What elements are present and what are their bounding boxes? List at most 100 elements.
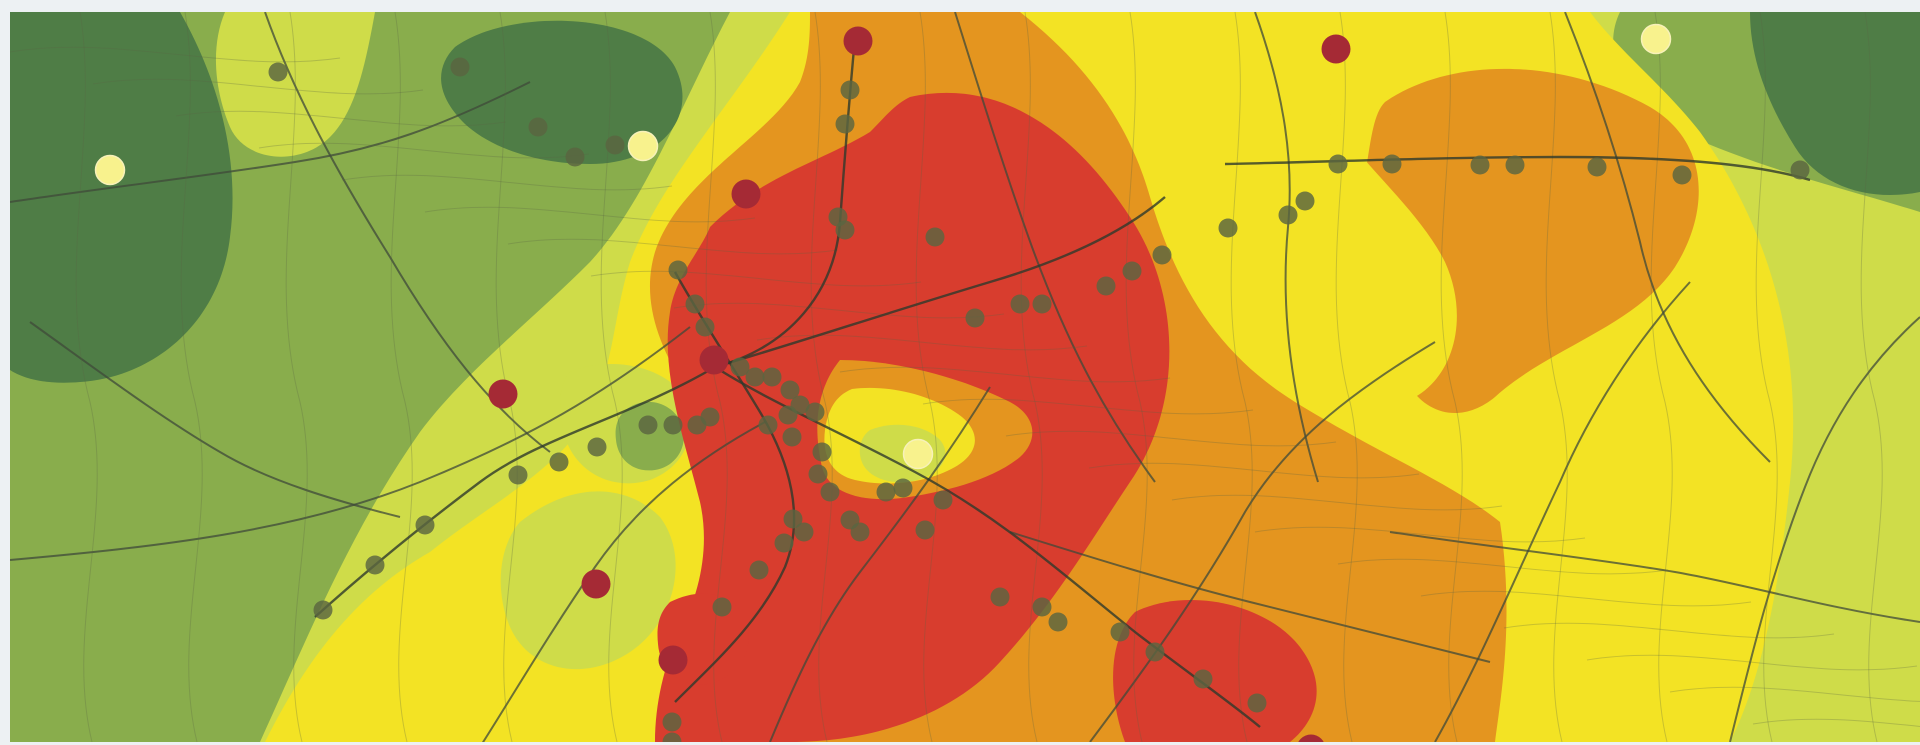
major-road: [1089, 341, 1436, 742]
station-dot[interactable]: [700, 407, 720, 427]
station-dot[interactable]: [1032, 294, 1052, 314]
major-station-dot[interactable]: [1321, 34, 1351, 64]
station-dot[interactable]: [730, 357, 750, 377]
station-dot[interactable]: [1470, 155, 1490, 175]
station-dot[interactable]: [758, 415, 778, 435]
density-map[interactable]: [10, 12, 1920, 742]
station-dot[interactable]: [1382, 154, 1402, 174]
station-dot[interactable]: [1096, 276, 1116, 296]
station-dot[interactable]: [1790, 160, 1810, 180]
station-dot[interactable]: [850, 522, 870, 542]
station-dot[interactable]: [587, 437, 607, 457]
minor-road: [915, 12, 938, 742]
station-dot[interactable]: [638, 415, 658, 435]
minor-road: [810, 12, 833, 742]
station-dot[interactable]: [605, 135, 625, 155]
major-road: [1564, 12, 1771, 463]
minor-road: [180, 12, 203, 742]
station-dot[interactable]: [685, 294, 705, 314]
major-station-dot[interactable]: [488, 379, 518, 409]
major-road: [1389, 531, 1920, 623]
station-dot[interactable]: [662, 712, 682, 732]
light-station-dot[interactable]: [627, 130, 659, 162]
minor-road: [1020, 12, 1043, 742]
station-dot[interactable]: [268, 62, 288, 82]
major-station-dot[interactable]: [658, 645, 688, 675]
station-dot[interactable]: [990, 587, 1010, 607]
station-dot[interactable]: [1247, 693, 1267, 713]
minor-road: [839, 366, 1171, 383]
station-dot[interactable]: [1218, 218, 1238, 238]
station-dot[interactable]: [835, 114, 855, 134]
station-dot[interactable]: [1032, 597, 1052, 617]
station-dot[interactable]: [1672, 165, 1692, 185]
station-dot[interactable]: [313, 600, 333, 620]
station-dot[interactable]: [782, 427, 802, 447]
station-dot[interactable]: [662, 732, 682, 743]
station-dot[interactable]: [1122, 261, 1142, 281]
minor-road: [1254, 526, 1586, 543]
light-station-dot[interactable]: [902, 438, 934, 470]
station-dot[interactable]: [820, 482, 840, 502]
station-dot[interactable]: [808, 464, 828, 484]
station-dot[interactable]: [1278, 205, 1298, 225]
station-dot[interactable]: [668, 260, 688, 280]
station-dot[interactable]: [1505, 155, 1525, 175]
station-dot[interactable]: [794, 522, 814, 542]
minor-road: [390, 12, 413, 742]
station-dot[interactable]: [745, 367, 765, 387]
light-station-dot[interactable]: [94, 154, 126, 186]
minor-road: [1230, 12, 1253, 742]
station-dot[interactable]: [783, 509, 803, 529]
station-dot[interactable]: [695, 317, 715, 337]
dark-green-zone: [10, 12, 233, 383]
station-dot[interactable]: [365, 555, 385, 575]
dark-green-zone: [441, 20, 683, 165]
station-dot[interactable]: [876, 482, 896, 502]
major-road: [769, 386, 991, 742]
station-dot[interactable]: [508, 465, 528, 485]
station-dot[interactable]: [749, 560, 769, 580]
station-dot[interactable]: [1328, 154, 1348, 174]
station-dot[interactable]: [1010, 294, 1030, 314]
station-dot[interactable]: [915, 520, 935, 540]
major-station-dot[interactable]: [699, 345, 729, 375]
minor-road: [1337, 558, 1669, 575]
station-dot[interactable]: [1152, 245, 1172, 265]
station-dot[interactable]: [712, 597, 732, 617]
station-dot[interactable]: [925, 227, 945, 247]
station-dot[interactable]: [774, 533, 794, 553]
station-dot[interactable]: [812, 442, 832, 462]
station-dot[interactable]: [663, 415, 683, 435]
station-dot[interactable]: [1295, 191, 1315, 211]
major-station-dot[interactable]: [581, 569, 611, 599]
minor-road: [341, 174, 673, 191]
station-dot[interactable]: [835, 220, 855, 240]
minor-road: [1669, 686, 1920, 702]
station-dot[interactable]: [565, 147, 585, 167]
major-station-dot[interactable]: [1297, 734, 1326, 743]
station-dot[interactable]: [893, 478, 913, 498]
minor-road: [10, 46, 341, 63]
station-dot[interactable]: [840, 80, 860, 100]
station-dot[interactable]: [415, 515, 435, 535]
station-dot[interactable]: [965, 308, 985, 328]
station-dot[interactable]: [805, 402, 825, 422]
station-dot[interactable]: [549, 452, 569, 472]
station-dot[interactable]: [450, 57, 470, 77]
light-station-dot[interactable]: [1640, 23, 1672, 55]
minor-road: [175, 110, 507, 127]
station-dot[interactable]: [1048, 612, 1068, 632]
station-dot[interactable]: [528, 117, 548, 137]
major-station-dot[interactable]: [843, 26, 873, 56]
minor-road: [1755, 12, 1778, 742]
station-dot[interactable]: [1145, 642, 1165, 662]
station-dot[interactable]: [933, 490, 953, 510]
major-station-dot[interactable]: [731, 179, 761, 209]
station-dot[interactable]: [1110, 622, 1130, 642]
station-dot[interactable]: [762, 367, 782, 387]
station-dot[interactable]: [1587, 157, 1607, 177]
station-dot[interactable]: [1193, 669, 1213, 689]
station-dot[interactable]: [778, 405, 798, 425]
station-dot[interactable]: [780, 380, 800, 400]
